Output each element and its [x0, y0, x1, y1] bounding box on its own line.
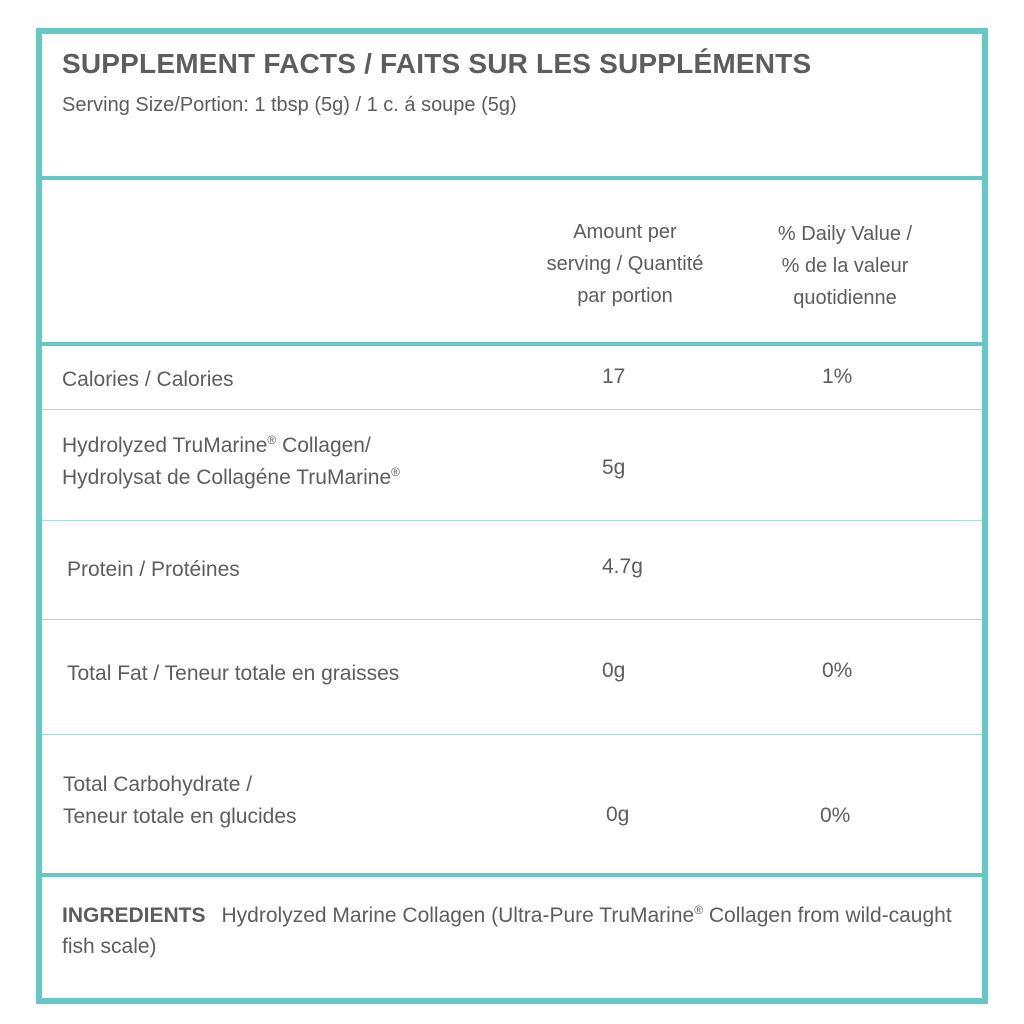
supplement-facts-panel: SUPPLEMENT FACTS / FAITS SUR LES SUPPLÉM…: [36, 28, 988, 1004]
nutrient-label: Hydrolyzed TruMarine® Collagen/ Hydrolys…: [62, 430, 400, 494]
label-line: Total Carbohydrate /: [63, 773, 253, 796]
row-divider: [42, 409, 982, 410]
nutrient-amount: 0g: [602, 659, 626, 682]
ingredients-text: Hydrolyzed Marine Collagen (Ultra-Pure T…: [221, 904, 695, 927]
registered-mark: ®: [267, 433, 277, 447]
nutrient-amount: 5g: [602, 456, 626, 479]
column-header-amount-line1: Amount per: [573, 221, 677, 243]
label-text: Hydrolysat de Collagéne TruMarine: [62, 466, 392, 489]
column-header-dv-line2: % de la valeur: [781, 255, 909, 277]
row-divider: [42, 734, 982, 735]
table-row-calories: Calories / Calories 17 1%: [42, 346, 982, 410]
row-divider: [42, 520, 982, 521]
table-row-total-carbohydrate: Total Carbohydrate / Teneur totale en gl…: [42, 735, 982, 873]
nutrient-amount: 0g: [606, 803, 630, 826]
nutrient-amount: 4.7g: [602, 555, 643, 578]
column-header-amount-line2: serving / Quantité: [546, 253, 704, 275]
nutrient-label: Calories / Calories: [62, 368, 234, 391]
table-row-collagen: Hydrolyzed TruMarine® Collagen/ Hydrolys…: [42, 410, 982, 520]
column-header-daily-value: % Daily Value / % de la valeur quotidien…: [742, 218, 948, 314]
nutrient-amount: 17: [602, 365, 626, 388]
registered-mark: ®: [694, 903, 704, 917]
table-row-protein: Protein / Protéines 4.7g: [42, 521, 982, 619]
ingredients-label: INGREDIENTS: [62, 904, 206, 927]
table-row-total-fat: Total Fat / Teneur totale en graisses 0g…: [42, 620, 982, 734]
nutrient-label: Protein / Protéines: [67, 558, 240, 581]
nutrient-daily-value: 0%: [822, 659, 853, 682]
label-text: Collagen/: [276, 434, 371, 457]
nutrient-label: Total Carbohydrate / Teneur totale en gl…: [63, 769, 297, 833]
row-divider: [42, 619, 982, 620]
nutrient-daily-value: 1%: [822, 365, 853, 388]
label-text: Hydrolyzed TruMarine: [62, 434, 268, 457]
header-divider: [42, 176, 982, 180]
registered-mark: ®: [391, 465, 401, 479]
ingredients-text: Collagen from wild-caught fish scale): [62, 904, 952, 958]
column-header-dv-line3: quotidienne: [793, 287, 897, 309]
serving-size: Serving Size/Portion: 1 tbsp (5g) / 1 c.…: [62, 94, 517, 116]
label-line: Teneur totale en glucides: [63, 805, 297, 828]
panel-title: SUPPLEMENT FACTS / FAITS SUR LES SUPPLÉM…: [62, 48, 812, 79]
column-header-divider: [42, 342, 982, 346]
ingredients-section: INGREDIENTS Hydrolyzed Marine Collagen (U…: [62, 900, 962, 962]
nutrient-label: Total Fat / Teneur totale en graisses: [67, 662, 400, 685]
nutrient-daily-value: 0%: [820, 804, 851, 827]
column-header-amount-line3: par portion: [577, 285, 673, 307]
column-header-amount: Amount per serving / Quantité par portio…: [512, 216, 738, 312]
column-header-dv-line1: % Daily Value /: [777, 223, 913, 245]
ingredients-divider: [42, 873, 982, 877]
